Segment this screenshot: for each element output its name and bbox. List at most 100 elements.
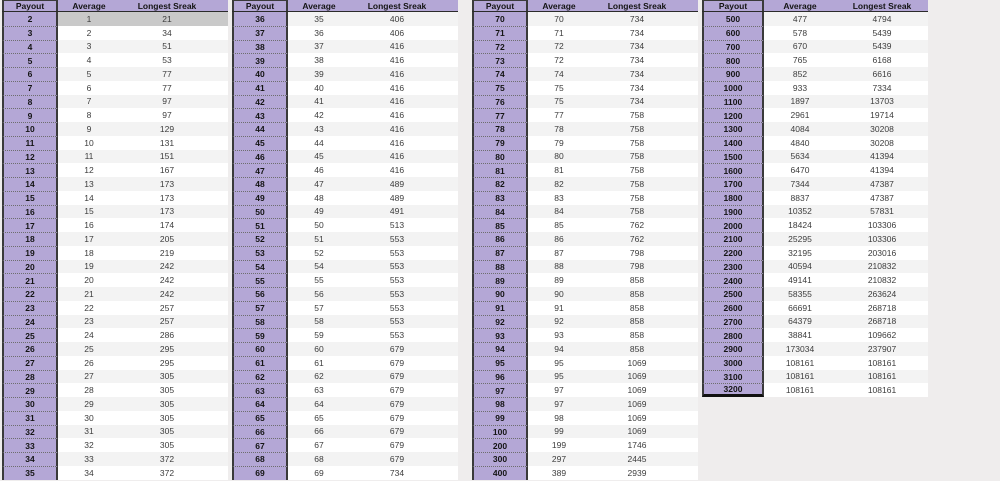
average-cell[interactable]: 25295 xyxy=(788,233,812,244)
average-cell[interactable]: 63 xyxy=(314,385,324,396)
longest-streak-cell[interactable]: 679 xyxy=(389,371,405,382)
average-cell[interactable]: 32 xyxy=(84,440,94,451)
longest-streak-cell[interactable]: 305 xyxy=(159,385,175,396)
payout-cell[interactable]: 34 xyxy=(2,452,58,466)
longest-streak-cell[interactable]: 762 xyxy=(629,220,645,231)
longest-streak-cell[interactable]: 108161 xyxy=(867,357,897,368)
average-cell[interactable]: 34 xyxy=(84,467,94,478)
payout-cell[interactable]: 500 xyxy=(702,12,764,26)
column-header-average[interactable]: Average xyxy=(542,0,576,11)
longest-streak-cell[interactable]: 416 xyxy=(389,82,405,93)
payout-cell[interactable]: 83 xyxy=(472,190,528,205)
payout-cell[interactable]: 91 xyxy=(472,300,528,315)
average-cell[interactable]: 42 xyxy=(314,110,324,121)
average-cell[interactable]: 30 xyxy=(84,412,94,423)
average-cell[interactable]: 71 xyxy=(554,27,564,38)
average-cell[interactable]: 65 xyxy=(314,412,324,423)
longest-streak-cell[interactable]: 30208 xyxy=(870,137,894,148)
longest-streak-cell[interactable]: 679 xyxy=(389,398,405,409)
average-cell[interactable]: 4840 xyxy=(790,137,810,148)
average-cell[interactable]: 86 xyxy=(554,233,564,244)
payout-cell[interactable]: 56 xyxy=(232,287,288,301)
average-cell[interactable]: 18424 xyxy=(788,220,812,231)
average-cell[interactable]: 62 xyxy=(314,371,324,382)
longest-streak-cell[interactable]: 263624 xyxy=(867,288,897,299)
payout-cell[interactable]: 2100 xyxy=(702,232,764,246)
longest-streak-cell[interactable]: 6616 xyxy=(872,68,892,79)
payout-cell[interactable]: 14 xyxy=(2,177,58,191)
payout-cell[interactable]: 3000 xyxy=(702,355,764,370)
payout-cell[interactable]: 33 xyxy=(2,438,58,452)
longest-streak-cell[interactable]: 734 xyxy=(389,467,405,478)
payout-cell[interactable]: 44 xyxy=(232,122,288,136)
average-cell[interactable]: 17 xyxy=(84,233,94,244)
average-cell[interactable]: 5634 xyxy=(790,151,810,162)
average-cell[interactable]: 6470 xyxy=(790,165,810,176)
longest-streak-cell[interactable]: 416 xyxy=(389,41,405,52)
longest-streak-cell[interactable]: 553 xyxy=(389,330,405,341)
average-cell[interactable]: 108161 xyxy=(785,371,815,382)
longest-streak-cell[interactable]: 305 xyxy=(159,412,175,423)
longest-streak-cell[interactable]: 1069 xyxy=(627,398,647,409)
average-cell[interactable]: 95 xyxy=(554,371,564,382)
longest-streak-cell[interactable]: 257 xyxy=(159,316,175,327)
average-cell[interactable]: 31 xyxy=(84,426,94,437)
average-cell[interactable]: 27 xyxy=(84,371,94,382)
average-cell[interactable]: 99 xyxy=(554,426,564,437)
average-cell[interactable]: 40594 xyxy=(788,261,812,272)
average-cell[interactable]: 59 xyxy=(314,330,324,341)
average-cell[interactable]: 28 xyxy=(84,385,94,396)
average-cell[interactable]: 98 xyxy=(554,412,564,423)
payout-cell[interactable]: 5 xyxy=(2,53,58,67)
longest-streak-cell[interactable]: 268718 xyxy=(867,302,897,313)
payout-cell[interactable]: 96 xyxy=(472,369,528,384)
payout-cell[interactable]: 15 xyxy=(2,190,58,205)
longest-streak-cell[interactable]: 53 xyxy=(162,55,172,66)
average-cell[interactable]: 75 xyxy=(554,96,564,107)
column-header-payout[interactable]: Payout xyxy=(472,0,528,11)
average-cell[interactable]: 57 xyxy=(314,302,324,313)
average-cell[interactable]: 297 xyxy=(551,453,567,464)
payout-cell[interactable]: 38 xyxy=(232,39,288,54)
payout-cell[interactable]: 3 xyxy=(2,25,58,40)
column-header-payout[interactable]: Payout xyxy=(2,0,58,11)
column-header-average[interactable]: Average xyxy=(783,0,817,11)
average-cell[interactable]: 23 xyxy=(84,316,94,327)
average-cell[interactable]: 44 xyxy=(314,137,324,148)
average-cell[interactable]: 54 xyxy=(314,261,324,272)
average-cell[interactable]: 37 xyxy=(314,41,324,52)
longest-streak-cell[interactable]: 553 xyxy=(389,302,405,313)
average-cell[interactable]: 40 xyxy=(314,82,324,93)
average-cell[interactable]: 3 xyxy=(86,41,92,52)
payout-cell[interactable]: 88 xyxy=(472,259,528,274)
longest-streak-cell[interactable]: 679 xyxy=(389,440,405,451)
average-cell[interactable]: 43 xyxy=(314,123,324,134)
average-cell[interactable]: 933 xyxy=(792,82,808,93)
average-cell[interactable]: 26 xyxy=(84,357,94,368)
average-cell[interactable]: 97 xyxy=(554,398,564,409)
payout-cell[interactable]: 77 xyxy=(472,108,528,122)
payout-cell[interactable]: 55 xyxy=(232,273,288,287)
payout-cell[interactable]: 99 xyxy=(472,410,528,425)
longest-streak-cell[interactable]: 108161 xyxy=(867,385,897,396)
payout-cell[interactable]: 3200 xyxy=(702,383,764,397)
longest-streak-cell[interactable]: 734 xyxy=(629,55,645,66)
payout-cell[interactable]: 37 xyxy=(232,25,288,40)
payout-cell[interactable]: 100 xyxy=(472,424,528,439)
payout-cell[interactable]: 21 xyxy=(2,273,58,287)
average-cell[interactable]: 15 xyxy=(84,206,94,217)
average-cell[interactable]: 84 xyxy=(554,206,564,217)
average-cell[interactable]: 94 xyxy=(554,343,564,354)
payout-cell[interactable]: 4 xyxy=(2,39,58,54)
average-cell[interactable]: 9 xyxy=(86,123,92,134)
average-cell[interactable]: 72 xyxy=(554,41,564,52)
longest-streak-cell[interactable]: 858 xyxy=(629,288,645,299)
longest-streak-cell[interactable]: 305 xyxy=(159,371,175,382)
longest-streak-cell[interactable]: 2445 xyxy=(627,453,647,464)
payout-cell[interactable]: 62 xyxy=(232,369,288,384)
average-cell[interactable]: 33 xyxy=(84,453,94,464)
longest-streak-cell[interactable]: 305 xyxy=(159,426,175,437)
longest-streak-cell[interactable]: 41394 xyxy=(870,165,894,176)
longest-streak-cell[interactable]: 151 xyxy=(159,151,175,162)
longest-streak-cell[interactable]: 858 xyxy=(629,343,645,354)
